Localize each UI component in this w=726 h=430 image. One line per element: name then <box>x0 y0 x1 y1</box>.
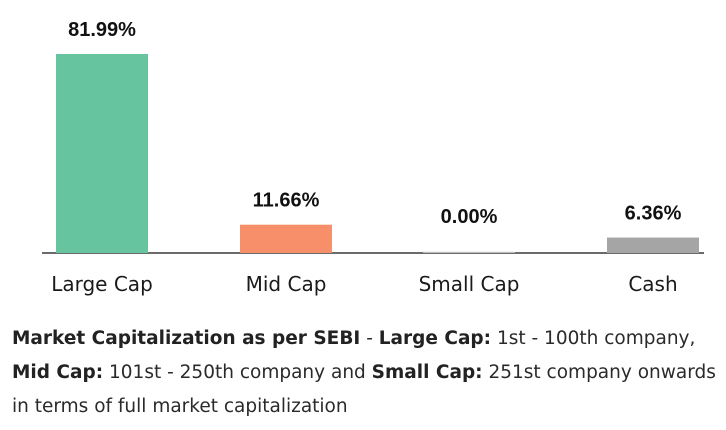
footnote-text: - <box>360 328 379 349</box>
category-label-mid-cap: Mid Cap <box>246 272 327 296</box>
bar-cash <box>607 237 699 253</box>
value-label-cash: 6.36% <box>625 203 682 225</box>
bar-small-cap <box>423 251 515 253</box>
footnote-text: 251st company onwards in terms of full m… <box>12 362 716 417</box>
category-label-small-cap: Small Cap <box>419 272 520 296</box>
allocation-bar-chart: 81.99% Large Cap 11.66% Mid Cap 0.00% Small C… <box>42 19 704 296</box>
footnote-bold-term: Mid Cap: <box>12 362 104 383</box>
footnote-bold-term: Market Capitalization as per SEBI <box>12 328 361 349</box>
value-label-large-cap: 81.99% <box>68 19 136 41</box>
value-label-small-cap: 0.00% <box>441 206 498 228</box>
bar-large-cap <box>56 54 148 253</box>
bar-mid-cap <box>240 224 332 253</box>
footnote-text: 1st - 100th company, <box>491 328 696 349</box>
value-label-mid-cap: 11.66% <box>253 190 320 212</box>
footnote-text: 101st - 250th company and <box>103 362 372 383</box>
category-label-cash: Cash <box>628 272 677 296</box>
footnote-bold-term: Small Cap: <box>371 362 483 383</box>
category-label-large-cap: Large Cap <box>51 272 153 296</box>
footnote-bold-term: Large Cap: <box>378 328 492 349</box>
market-cap-footnote: Market Capitalization as per SEBI - Larg… <box>12 322 718 424</box>
